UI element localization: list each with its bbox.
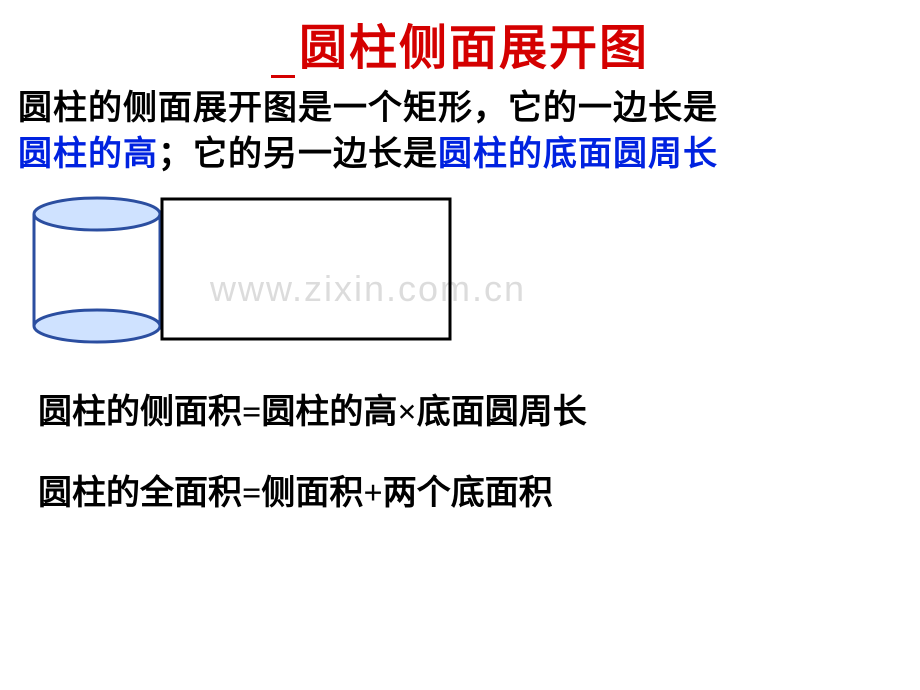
lateral-area-formula: 圆柱的侧面积=圆柱的高×底面圆周长 [38,384,920,433]
unfolded-rectangle [162,199,450,339]
desc-highlight-circumference: 圆柱的底面圆周长 [438,136,718,173]
cylinder-top-ellipse [34,198,160,230]
title-underline [271,75,295,78]
desc-text-2: ；它的另一边长是 [158,136,438,173]
cylinder-unfold-svg [32,196,472,356]
desc-text-1: 圆柱的侧面展开图是一个矩形，它的一边长是 [18,90,718,127]
title-text: 圆柱侧面展开图 [299,22,649,75]
description-block: 圆柱的侧面展开图是一个矩形，它的一边长是 圆柱的高；它的另一边长是圆柱的底面圆周… [0,78,920,178]
cylinder-bottom-ellipse [34,310,160,342]
desc-highlight-height: 圆柱的高 [18,136,158,173]
page-title: 圆柱侧面展开图 [0,0,920,78]
total-area-formula: 圆柱的全面积=侧面积+两个底面积 [38,465,920,514]
cylinder-diagram [32,196,920,356]
